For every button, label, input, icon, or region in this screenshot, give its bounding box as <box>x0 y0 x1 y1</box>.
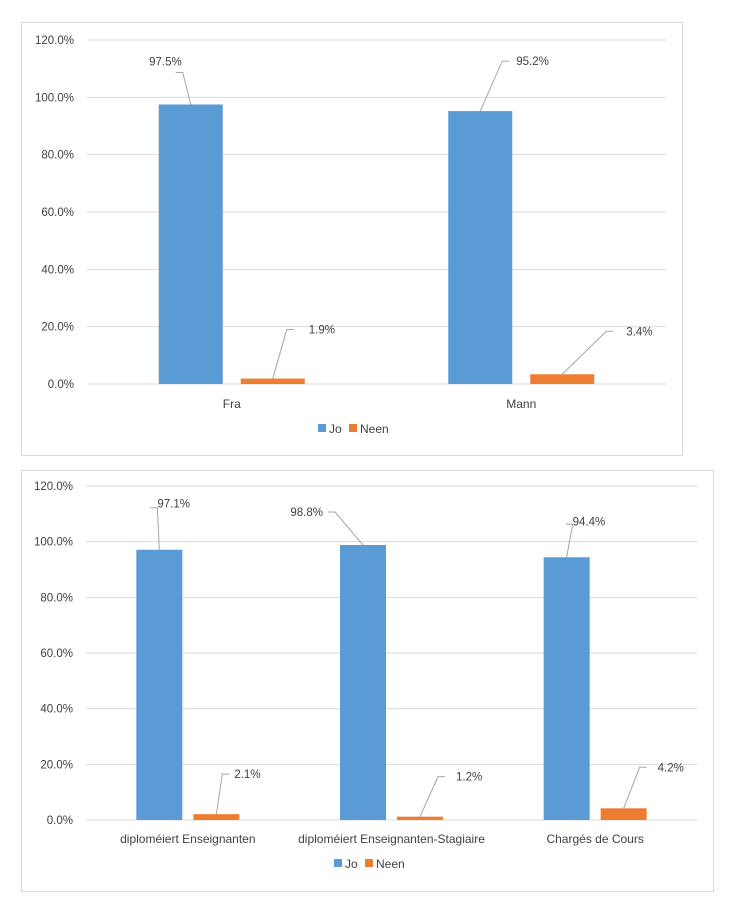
data-label-jo: 97.5% <box>149 57 182 69</box>
bar-jo <box>543 557 590 820</box>
bar-jo <box>448 111 513 385</box>
y-tick-label: 0.0% <box>47 815 73 827</box>
legend-label-jo: Jo <box>329 422 342 436</box>
y-tick-label: 100.0% <box>35 92 74 104</box>
y-tick-label: 60.0% <box>40 648 73 660</box>
y-tick-label: 120.0% <box>34 481 73 493</box>
bar-jo <box>158 104 223 384</box>
leader-line <box>175 72 192 105</box>
data-label-neen: 3.4% <box>626 326 652 338</box>
y-tick-label: 100.0% <box>34 537 73 549</box>
y-tick-label: 20.0% <box>40 759 73 771</box>
chart-panel-gender: 0.0% 20.0% 40.0% 60.0% 80.0% 100.0% 120.0% 97.5… <box>21 22 683 456</box>
leader-line <box>272 329 294 379</box>
category-label: Mann <box>506 397 536 411</box>
leader-line <box>623 766 647 809</box>
data-label-jo: 95.2% <box>516 56 549 68</box>
legend-swatch-neen <box>365 859 373 867</box>
bar-jo <box>340 545 386 820</box>
data-label-neen: 1.9% <box>309 325 335 337</box>
leader-line <box>150 507 160 550</box>
legend-label-neen: Neen <box>360 422 389 436</box>
legend-label-jo: Jo <box>345 857 358 871</box>
leader-line <box>479 60 510 112</box>
leader-line <box>215 773 230 815</box>
data-label-neen: 2.1% <box>234 769 260 781</box>
y-tick-label: 40.0% <box>40 704 73 716</box>
bar-chart-teacher-status: 0.0% 20.0% 40.0% 60.0% 80.0% 100.0% 120.0% 97.1… <box>34 481 697 871</box>
bar-neen <box>397 816 443 820</box>
leader-line <box>565 523 574 558</box>
leader-line <box>561 330 614 375</box>
data-label-jo: 94.4% <box>573 516 606 528</box>
data-label-neen: 1.2% <box>456 772 482 784</box>
leader-line <box>419 776 445 817</box>
y-tick-label: 80.0% <box>41 150 74 162</box>
y-tick-label: 120.0% <box>35 35 74 47</box>
y-tick-label: 60.0% <box>41 207 74 219</box>
category-label: diploméiert Enseignanten <box>120 832 255 846</box>
legend-swatch-jo <box>334 859 342 867</box>
legend-swatch-neen <box>349 424 357 432</box>
bar-neen <box>240 378 305 384</box>
category-label: Chargés de Cours <box>546 832 643 846</box>
data-label-jo: 97.1% <box>157 499 190 511</box>
y-tick-label: 20.0% <box>41 322 74 334</box>
y-tick-label: 40.0% <box>41 264 74 276</box>
data-label-jo: 98.8% <box>290 507 323 519</box>
data-label-neen: 4.2% <box>658 762 684 774</box>
legend-swatch-jo <box>318 424 326 432</box>
category-label: diploméiert Enseignanten-Stagiaire <box>298 832 485 846</box>
bar-jo <box>136 549 183 820</box>
category-label: Fra <box>223 397 241 411</box>
bar-neen <box>193 814 240 820</box>
bar-chart-gender: 0.0% 20.0% 40.0% 60.0% 80.0% 100.0% 120.0% 97.5… <box>35 35 666 436</box>
bar-neen <box>530 374 595 384</box>
leader-line <box>328 511 364 546</box>
legend-label-neen: Neen <box>376 857 405 871</box>
chart-panel-teacher-status: 0.0% 20.0% 40.0% 60.0% 80.0% 100.0% 120.0% 97.1… <box>21 470 714 892</box>
y-tick-label: 80.0% <box>40 592 73 604</box>
bar-neen <box>600 808 647 820</box>
y-tick-label: 0.0% <box>48 379 74 391</box>
